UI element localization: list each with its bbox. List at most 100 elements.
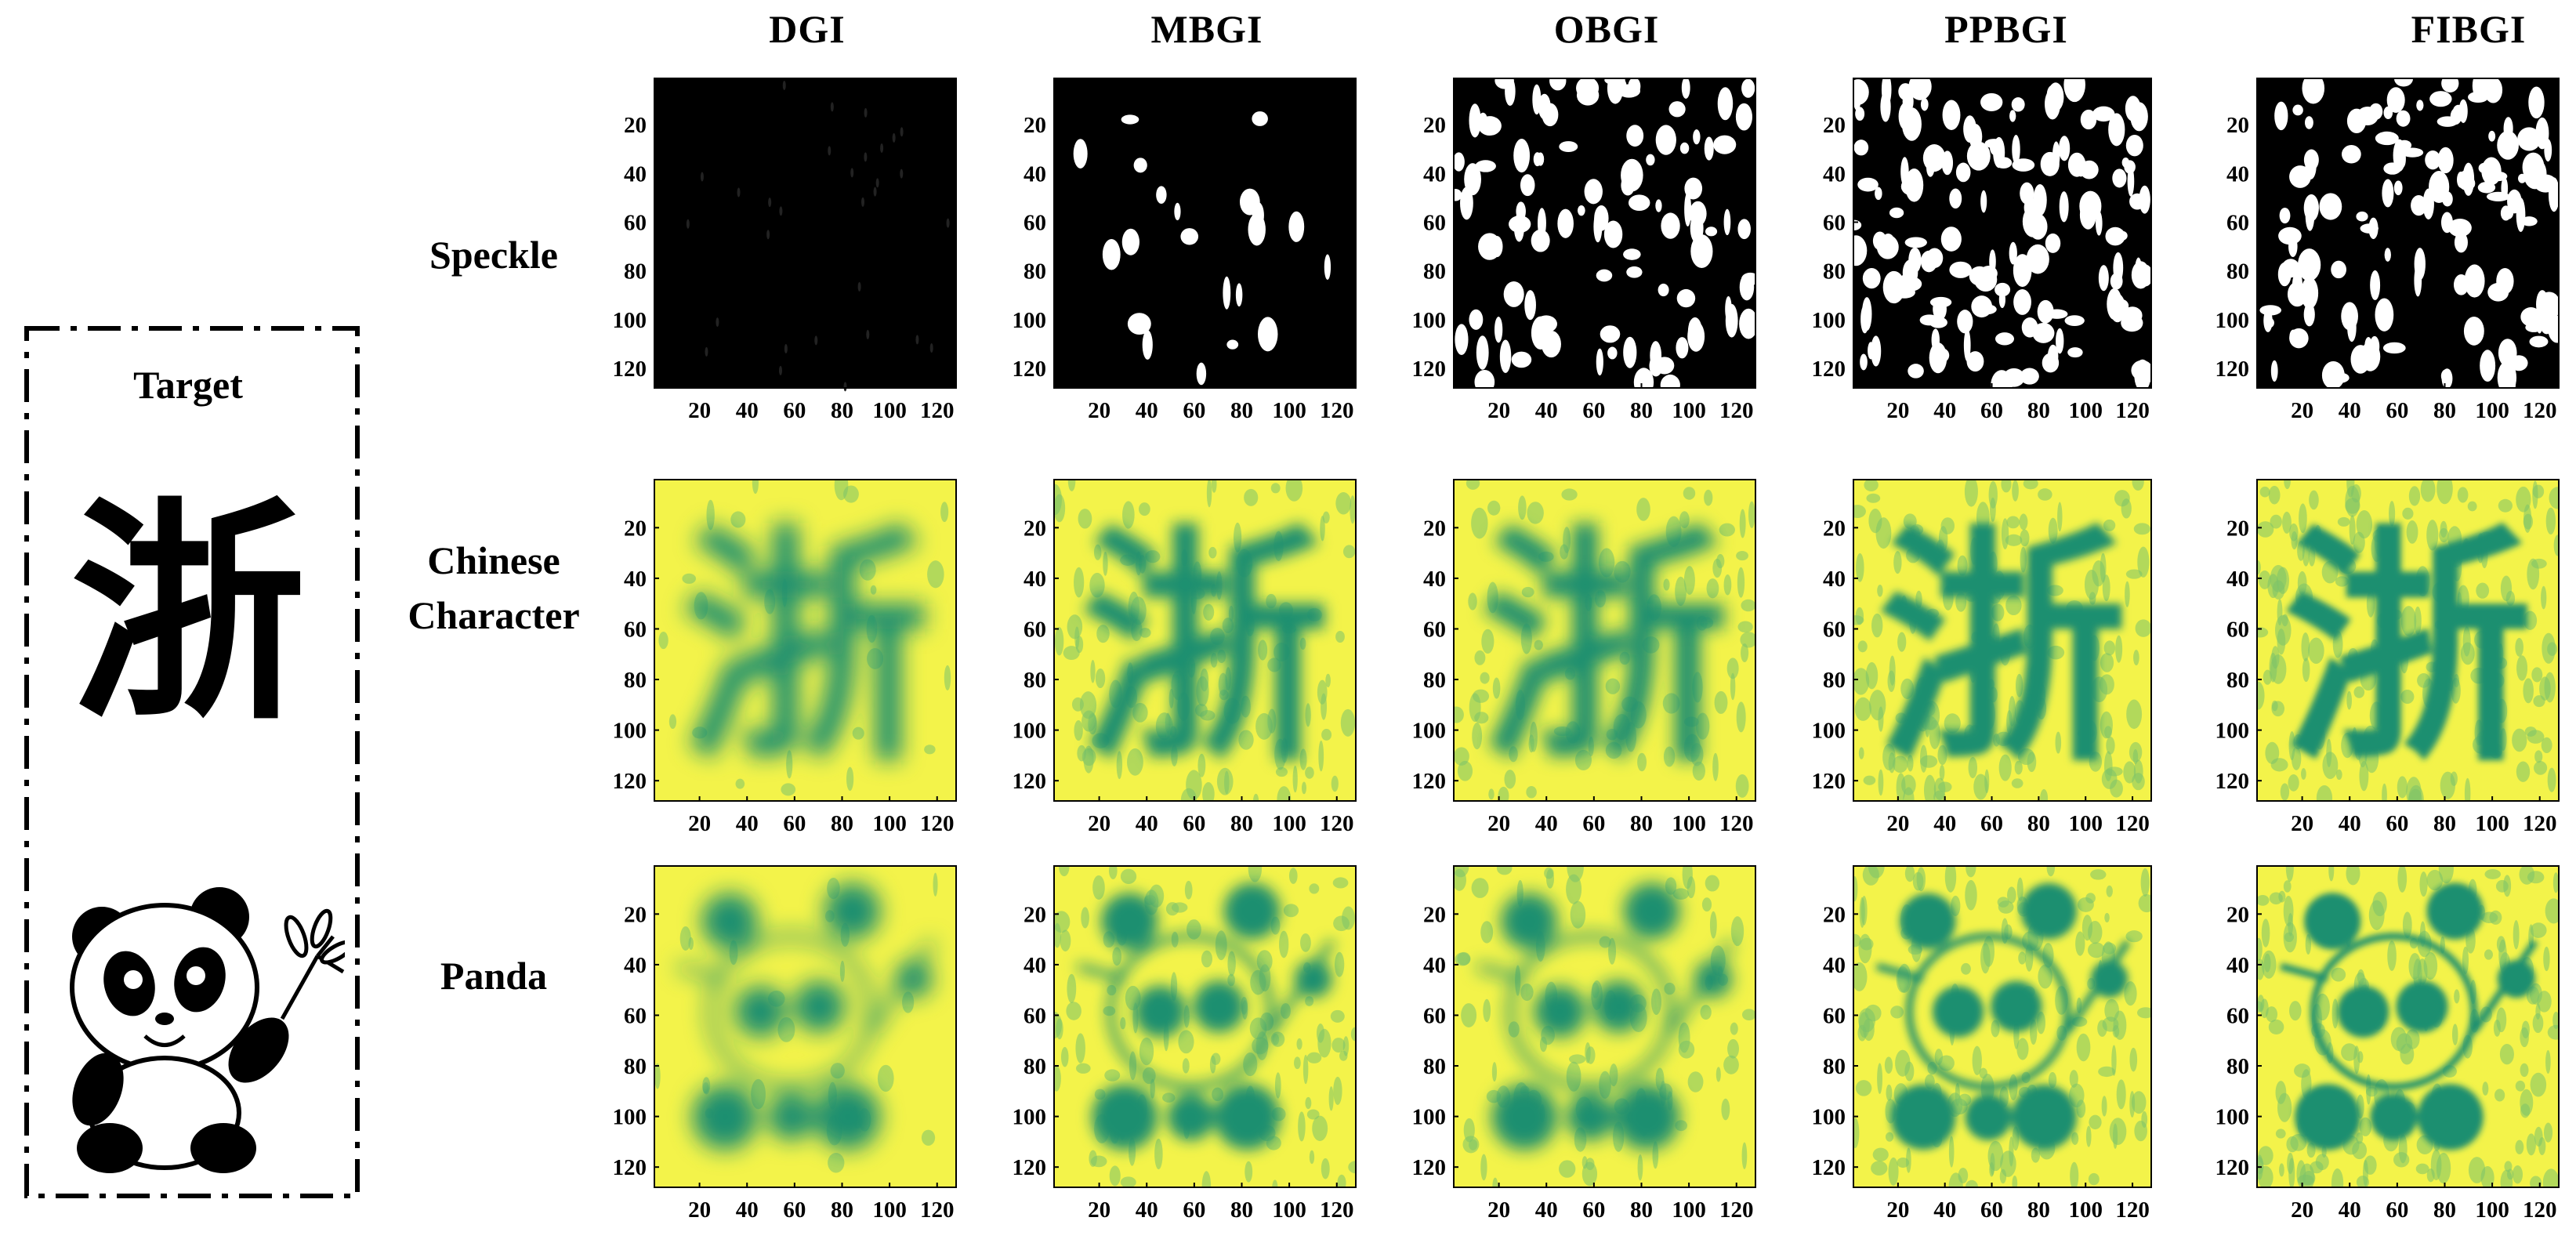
y-tick-label: 80 [1823,259,1846,284]
y-tick-label: 20 [624,113,647,138]
x-tick-label: 60 [783,1197,806,1223]
x-tick-label: 60 [2386,398,2408,423]
y-tick-label: 60 [624,211,647,236]
y-tick-label: 80 [624,668,647,693]
x-tick-label: 80 [2027,1197,2050,1223]
y-tick-label: 80 [1423,1054,1446,1079]
x-tick-label: 100 [872,811,907,836]
x-tick-label: 20 [1487,1197,1510,1223]
y-tick-label: 100 [1412,719,1447,744]
y-tick-label: 80 [1823,668,1846,693]
x-tick-label: 120 [920,811,955,836]
x-tick-label: 40 [736,1197,759,1223]
x-tick-label: 120 [2115,811,2150,836]
row-label-panda: Panda [440,954,548,998]
target-character: 浙 [71,478,306,752]
svg-text:浙: 浙 [1080,505,1331,796]
x-tick-label: 60 [783,811,806,836]
x-tick-label: 60 [1183,811,1205,836]
x-tick-label: 80 [2433,398,2456,423]
y-tick-label: 20 [1024,113,1046,138]
x-tick-label: 80 [1230,398,1253,423]
y-tick-label: 120 [613,357,647,382]
x-tick-label: 80 [1230,811,1253,836]
x-tick-label: 20 [2291,1197,2313,1223]
panel-panda-mbgi: 20 40 60 80 100 120 20 40 60 80 100 120 [995,865,1360,1226]
y-tick-label: 40 [1024,161,1046,187]
target-panel [24,325,360,1199]
panel-chinese-character-ppbgi: 浙 20 40 60 80 100 120 20 40 60 80 100 120 [1795,479,2155,840]
plot-panda-dgi: 20 40 60 80 100 120 20 40 60 80 100 120 [613,865,957,1223]
x-tick-label: 20 [688,398,711,423]
y-tick-label: 40 [1423,161,1446,187]
y-tick-label: 20 [2226,902,2249,927]
x-tick-label: 40 [1933,1197,1956,1223]
y-tick-label: 40 [2226,161,2249,187]
x-tick-label: 40 [736,398,759,423]
x-tick-label: 120 [1719,398,1754,423]
y-tick-label: 100 [1812,308,1846,333]
x-tick-label: 80 [1630,1197,1653,1223]
y-tick-label: 60 [1423,1003,1446,1028]
y-tick-label: 20 [2226,516,2249,541]
column-title-mbgi: MBGI [1150,7,1263,51]
x-tick-label: 60 [1183,398,1205,423]
column-title-dgi: DGI [769,7,846,51]
x-tick-label: 80 [2027,398,2050,423]
row-label-chinese-line2: Character [408,593,580,637]
x-tick-label: 80 [2433,1197,2456,1223]
y-tick-label: 120 [2216,769,2250,794]
y-tick-label: 80 [624,1054,647,1079]
panel-chinese-character-mbgi: 浙 20 40 60 80 100 120 20 40 60 80 100 120 [995,479,1360,840]
x-tick-label: 100 [1272,1197,1306,1223]
panel-panda-ppbgi: 20 40 60 80 100 120 20 40 60 80 100 120 [1795,865,2155,1226]
plot-speckle-obgi: 20 40 60 80 100 120 20 40 60 80 100 120 [1412,71,1759,423]
x-tick-label: 20 [1886,398,1909,423]
y-tick-label: 120 [1013,1155,1047,1180]
x-tick-label: 120 [2115,398,2150,423]
y-tick-label: 20 [624,902,647,927]
y-tick-label: 40 [1024,953,1046,978]
x-tick-label: 80 [831,398,853,423]
x-tick-label: 100 [1272,811,1306,836]
x-tick-label: 120 [1320,398,1354,423]
y-tick-label: 100 [1013,1105,1047,1130]
plot-speckle-ppbgi: 20 40 60 80 100 120 20 40 60 80 100 120 [1812,67,2159,423]
svg-text:浙: 浙 [1480,505,1730,796]
x-tick-label: 100 [2068,398,2103,423]
x-tick-label: 100 [2068,811,2103,836]
plot-panda-obgi: 20 40 60 80 100 120 20 40 60 80 100 120 [1412,865,1756,1223]
y-tick-label: 120 [1812,357,1846,382]
x-tick-label: 20 [1088,398,1110,423]
panel-speckle-mbgi: 20 40 60 80 100 120 20 40 60 80 100 120 [995,78,1360,427]
plot-panda-ppbgi: 20 40 60 80 100 120 20 40 60 80 100 120 [1812,865,2152,1223]
y-tick-label: 100 [1812,719,1846,744]
panel-chinese-character-fibgi: 浙 20 40 60 80 100 120 20 40 60 80 100 120 [2198,479,2563,840]
x-tick-label: 60 [1980,811,2003,836]
x-tick-label: 20 [2291,398,2313,423]
y-tick-label: 40 [624,567,647,592]
y-tick-label: 80 [2226,259,2249,284]
x-tick-label: 120 [2523,398,2557,423]
x-tick-label: 40 [1535,1197,1558,1223]
y-tick-label: 60 [1423,211,1446,236]
x-tick-label: 100 [1672,1197,1706,1223]
row-label-chinese-line1: Chinese [427,538,560,582]
x-tick-label: 120 [1719,1197,1754,1223]
svg-text:浙: 浙 [680,505,931,796]
x-tick-label: 80 [2027,811,2050,836]
x-tick-label: 80 [1230,1197,1253,1223]
y-tick-label: 120 [1812,769,1846,794]
x-tick-label: 120 [1320,1197,1354,1223]
y-tick-label: 40 [2226,953,2249,978]
y-tick-label: 40 [2226,567,2249,592]
x-tick-label: 40 [1933,398,1956,423]
y-tick-label: 120 [1412,357,1447,382]
x-tick-label: 60 [1183,1197,1205,1223]
y-tick-label: 20 [1823,902,1846,927]
y-tick-label: 120 [613,1155,647,1180]
y-tick-label: 60 [1423,617,1446,642]
y-tick-label: 60 [1823,211,1846,236]
panel-speckle-dgi: 20 40 60 80 100 120 20 40 60 80 100 120 [596,78,960,427]
row-label-chinese-character: Chinese Character [368,533,619,643]
